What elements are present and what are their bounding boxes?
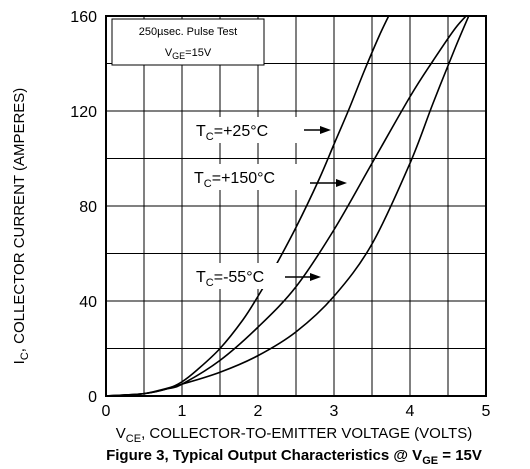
series-label-tc-150: TC=+150°C [194,170,275,190]
grid-lines [106,16,486,396]
test-conditions-box: 250µsec. Pulse Test VGE=15V [111,18,265,66]
series-label-tc-25: TC=+25°C [196,123,268,143]
y-tick-label: 0 [88,389,97,406]
series-label-tc-minus55: TC=-55°C [196,269,264,289]
y-tick-label: 160 [70,9,97,26]
x-tick-label: 1 [178,403,187,420]
label-arrows [285,126,347,281]
x-axis-label: VCE, COLLECTOR-TO-EMITTER VOLTAGE (VOLTS… [116,425,472,445]
label-tc-25: TC=+25°C [192,117,304,143]
test-conditions-line1: 250µsec. Pulse Test [139,26,237,38]
x-tick-label: 4 [406,403,415,420]
series-curve-tc-25 [106,16,390,396]
series-curves [106,16,470,396]
test-conditions-line2: VGE=15V [165,47,212,61]
y-tick-label: 40 [79,294,97,311]
y-tick-label: 80 [79,199,97,216]
plot-border [105,15,487,397]
x-tick-label: 0 [102,403,111,420]
series-curve-tc-minus55 [106,16,470,396]
figure-caption: Figure 3, Typical Output Characteristics… [106,447,482,467]
x-tick-label: 5 [482,403,491,420]
x-tick-label: 3 [330,403,339,420]
y-tick-label: 120 [70,104,97,121]
x-tick-label: 2 [254,403,263,420]
label-tc-minus55: TC=-55°C [192,263,284,289]
label-tc-150: TC=+150°C [190,164,310,190]
tick-labels: 0 1 2 3 4 5 0 40 80 120 160 [70,9,490,420]
y-axis-label: IC, COLLECTOR CURRENT (AMPERES) [11,88,31,365]
